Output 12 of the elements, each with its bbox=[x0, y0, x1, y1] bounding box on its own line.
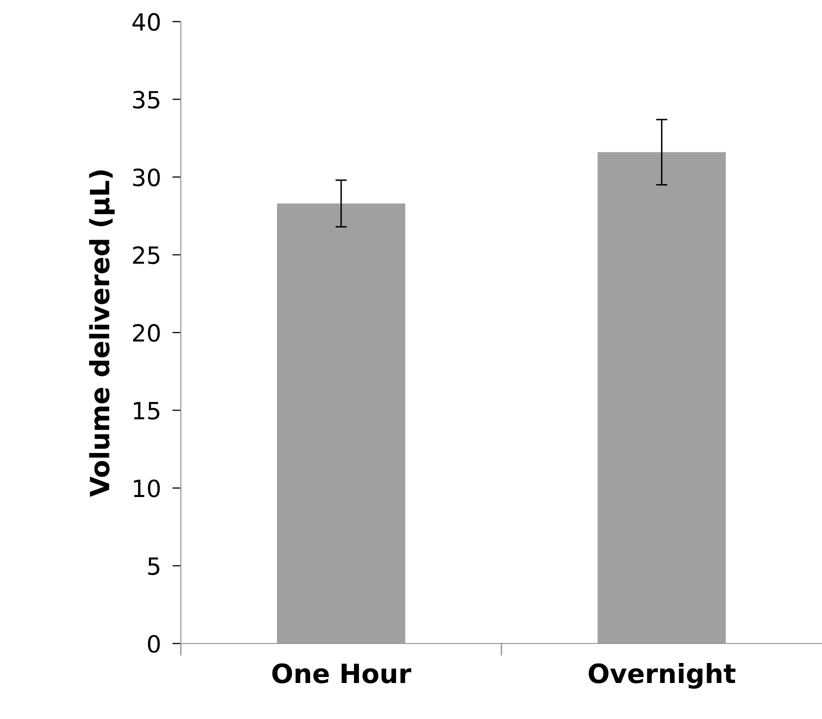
x-tick-label: One Hour bbox=[272, 663, 412, 684]
y-tick-label: 10 bbox=[134, 479, 160, 498]
y-tick-label: 5 bbox=[148, 558, 160, 576]
y-tick-label: 0 bbox=[148, 634, 160, 653]
y-tick-label: 40 bbox=[132, 13, 160, 31]
y-tick-label: 35 bbox=[133, 90, 160, 109]
y-tick-label: 30 bbox=[133, 168, 160, 186]
x-tick-label: Overnight bbox=[588, 662, 736, 689]
y-tick-label: 15 bbox=[134, 402, 160, 420]
y-tick-label: 20 bbox=[133, 324, 160, 342]
y-tick-label: 25 bbox=[133, 246, 160, 264]
y-axis-title: Volume delivered (µL) bbox=[89, 170, 115, 497]
